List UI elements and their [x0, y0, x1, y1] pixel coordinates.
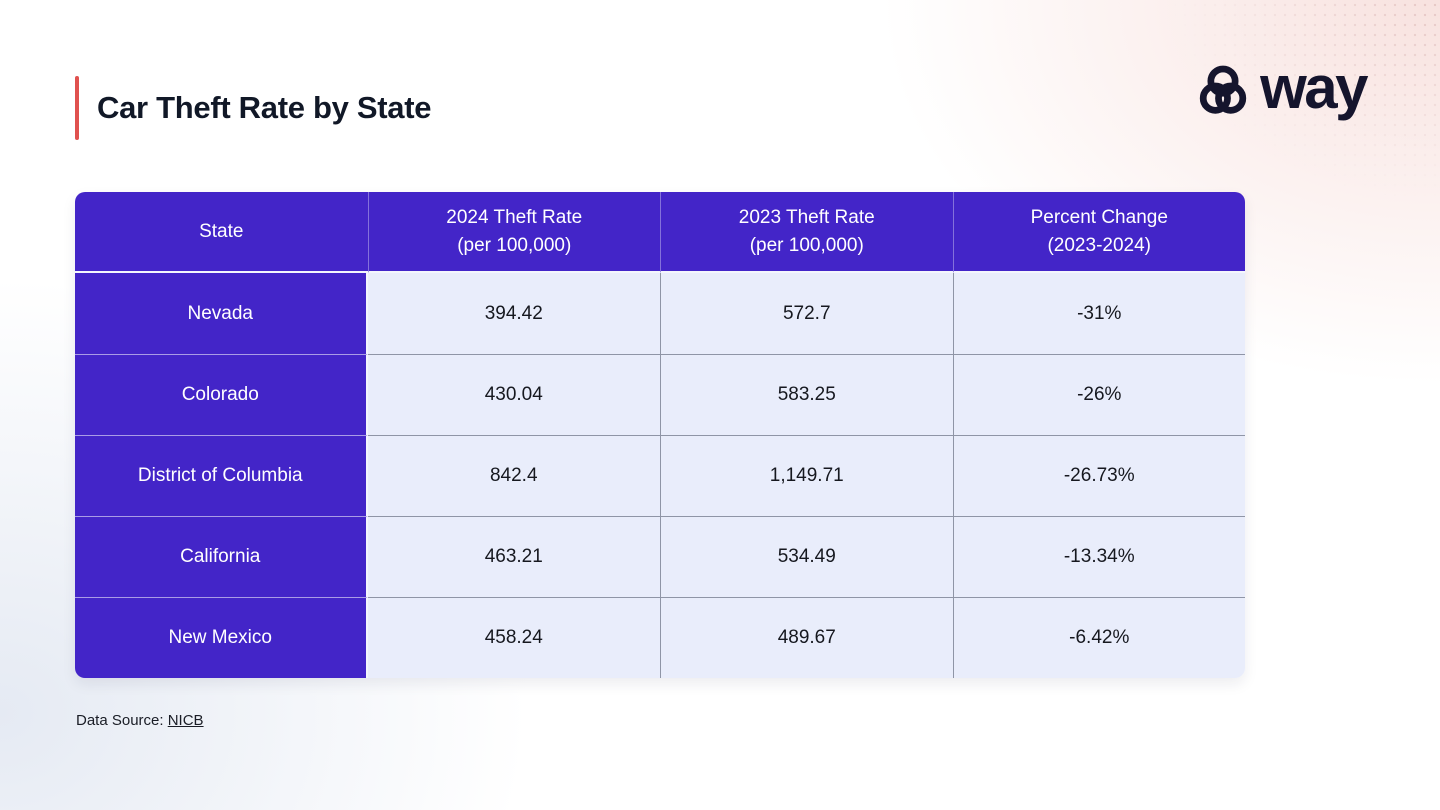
value-cell: -26%: [952, 354, 1245, 435]
value-cell: 489.67: [660, 597, 953, 678]
value-cell: 572.7: [660, 273, 953, 354]
data-source-label: Data Source:: [76, 712, 168, 729]
way-knot-icon: [1196, 62, 1250, 120]
state-cell: New Mexico: [75, 597, 368, 678]
page-header: Car Theft Rate by State: [75, 76, 431, 140]
value-cell: -26.73%: [952, 435, 1245, 516]
title-accent-bar: [75, 76, 79, 140]
page-title: Car Theft Rate by State: [97, 90, 432, 125]
way-wordmark: way: [1260, 54, 1368, 121]
value-cell: 583.25: [660, 354, 953, 435]
value-cell: -6.42%: [952, 597, 1245, 678]
value-cell: 463.21: [367, 516, 660, 597]
value-cell: 430.04: [367, 354, 660, 435]
value-cell: 1,149.71: [660, 435, 953, 516]
state-cell: Colorado: [75, 354, 368, 435]
value-cell: 534.49: [660, 516, 953, 597]
data-source-link[interactable]: NICB: [167, 712, 204, 729]
data-source: Data Source: NICB: [76, 712, 204, 729]
column-header: 2023 Theft Rate (per 100,000): [660, 192, 953, 273]
way-logo: way: [1196, 54, 1368, 124]
column-header: State: [75, 192, 368, 273]
value-cell: 394.42: [367, 273, 660, 354]
value-cell: 842.4: [367, 435, 660, 516]
value-cell: -13.34%: [952, 516, 1245, 597]
state-cell: California: [75, 516, 368, 597]
column-header: Percent Change (2023-2024): [952, 192, 1245, 273]
theft-table: State 2024 Theft Rate (per 100,000) 2023 T…: [75, 192, 1245, 678]
state-cell: Nevada: [75, 273, 368, 354]
value-cell: 458.24: [367, 597, 660, 678]
value-cell: -31%: [952, 273, 1245, 354]
column-header: 2024 Theft Rate (per 100,000): [367, 192, 660, 273]
state-cell: District of Columbia: [75, 435, 368, 516]
